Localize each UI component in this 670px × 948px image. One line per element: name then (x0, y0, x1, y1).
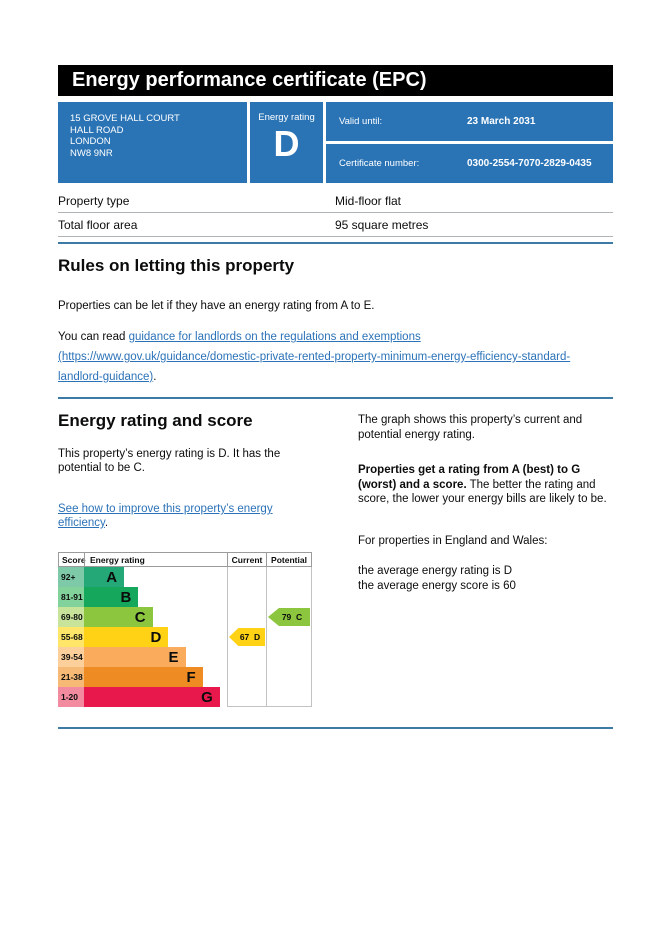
epc-band-score-range: 1-20 (58, 687, 84, 707)
floor-area-label: Total floor area (58, 217, 138, 232)
valid-until-value: 23 March 2031 (467, 116, 536, 127)
address-line-4: NW8 9NR (70, 147, 113, 159)
epc-band-bar-e: E (84, 647, 186, 667)
section-divider (58, 397, 613, 399)
epc-band-score-range: 69-80 (58, 607, 84, 627)
epc-band-bar-d: D (84, 627, 169, 647)
epc-band-bar-b: B (84, 587, 139, 607)
summary-panel: 15 GROVE HALL COURT HALL ROAD LONDON NW8… (58, 102, 613, 183)
epc-band-bar-area: D (84, 627, 227, 647)
epc-band-score-range: 92+ (58, 567, 84, 587)
epc-band-bar-area: B (84, 587, 227, 607)
epc-band-row: 21-38 F (58, 667, 227, 687)
property-details-table: Property type Mid-floor flat Total floor… (58, 189, 613, 237)
epc-band-bar-a: A (84, 567, 125, 587)
certificate-number-row: Certificate number: 0300-2554-7070-2829-… (326, 144, 613, 183)
energy-rating-chart: Score Energy rating Current Potential 92… (58, 552, 312, 707)
epc-band-row: 39-54 E (58, 647, 227, 667)
rating-explanation-rest: The better the rating and score, the low… (358, 478, 607, 506)
epc-band-bar-area: G (84, 687, 227, 707)
improve-suffix: . (104, 517, 109, 529)
property-type-label: Property type (58, 193, 130, 208)
rating-explanation-column: The graph shows this property’s current … (358, 413, 620, 593)
epc-band-row: 1-20 G (58, 687, 227, 707)
epc-band-row: 92+ A (58, 567, 227, 587)
average-rating-text: the average energy rating is D (358, 565, 513, 577)
epc-band-row: 81-91 B (58, 587, 227, 607)
epc-band-bar-c: C (84, 607, 153, 627)
average-figures: the average energy rating is D the avera… (358, 564, 620, 593)
table-row: Total floor area 95 square metres (58, 213, 613, 237)
epc-band-rows: 92+ A 81-91 B 69-80 C 55-68 D 39-54 E 21-38 F 1-20 G (58, 567, 227, 707)
property-address: 15 GROVE HALL COURT HALL ROAD LONDON NW8… (58, 102, 247, 183)
epc-band-score-range: 81-91 (58, 587, 84, 607)
rules-guidance-paragraph: You can read guidance for landlords on t… (58, 327, 613, 387)
certificate-number-label: Certificate number: (339, 158, 420, 169)
address-line-1: 15 GROVE HALL COURT (70, 113, 180, 124)
epc-band-bar-area: F (84, 667, 227, 687)
rules-read-prefix: You can read (58, 331, 129, 343)
energy-rating-box: Energy rating D (250, 102, 323, 183)
average-score-text: the average energy score is 60 (358, 579, 516, 592)
property-type-value: Mid-floor flat (335, 193, 402, 208)
epc-band-bar-f: F (84, 667, 203, 687)
landlord-guidance-link[interactable]: guidance for landlords on the regulation… (58, 331, 571, 383)
chart-body: 92+ A 81-91 B 69-80 C 55-68 D 39-54 E 21-38 F 1-20 G … (58, 567, 312, 707)
averages-intro-text: For properties in England and Wales: (358, 534, 548, 547)
address-line-3: LONDON (70, 136, 111, 147)
valid-until-label: Valid until: (339, 116, 383, 127)
rules-read-suffix: . (153, 371, 157, 383)
address-line-2: HALL ROAD (70, 124, 124, 136)
epc-col-potential: 79 C (266, 567, 312, 707)
certificate-meta: Valid until: 23 March 2031 Certificate n… (326, 102, 613, 183)
improve-efficiency-link[interactable]: See how to improve this property’s energ… (58, 503, 273, 529)
column-header-energy-rating: Energy rating (84, 553, 227, 566)
rating-explanation-text: Properties get a rating from A (best) to… (358, 463, 620, 507)
section-divider (58, 242, 613, 244)
epc-band-bar-area: C (84, 607, 227, 627)
epc-band-score-range: 21-38 (58, 667, 84, 687)
rating-summary-text: This property’s energy rating is D. It h… (58, 448, 281, 474)
epc-current-marker: 67 D (229, 628, 265, 646)
chart-header-row: Score Energy rating Current Potential (58, 552, 312, 567)
page-title: Energy performance certificate (EPC) (72, 69, 427, 91)
certificate-title-bar: Energy performance certificate (EPC) (58, 65, 613, 96)
column-header-potential: Potential (266, 553, 311, 566)
epc-band-bar-area: E (84, 647, 227, 667)
column-header-current: Current (227, 553, 266, 566)
graph-intro-text: The graph shows this property’s current … (358, 414, 583, 441)
epc-band-score-range: 55-68 (58, 627, 84, 647)
energy-rating-letter: D (273, 123, 300, 164)
epc-band-row: 55-68 D (58, 627, 227, 647)
rating-section-heading: Energy rating and score (58, 411, 253, 430)
rules-heading: Rules on letting this property (58, 256, 295, 275)
floor-area-value: 95 square metres (335, 217, 429, 232)
valid-until-row: Valid until: 23 March 2031 (326, 102, 613, 141)
rules-intro: Properties can be let if they have an en… (58, 300, 375, 312)
section-divider (58, 727, 613, 729)
column-header-score: Score (62, 554, 86, 565)
improve-paragraph: See how to improve this property’s energ… (58, 502, 316, 530)
table-row: Property type Mid-floor flat (58, 189, 613, 213)
rating-explanation-bold: Properties get a rating from A (best) to… (358, 464, 581, 491)
epc-col-current: 67 D (227, 567, 266, 707)
epc-potential-marker: 79 C (268, 608, 310, 626)
certificate-number-value: 0300-2554-7070-2829-0435 (467, 158, 592, 169)
epc-band-bar-g: G (84, 687, 220, 707)
epc-band-row: 69-80 C (58, 607, 227, 627)
epc-band-score-range: 39-54 (58, 647, 84, 667)
epc-band-bar-area: A (84, 567, 227, 587)
energy-rating-label: Energy rating (258, 112, 315, 123)
